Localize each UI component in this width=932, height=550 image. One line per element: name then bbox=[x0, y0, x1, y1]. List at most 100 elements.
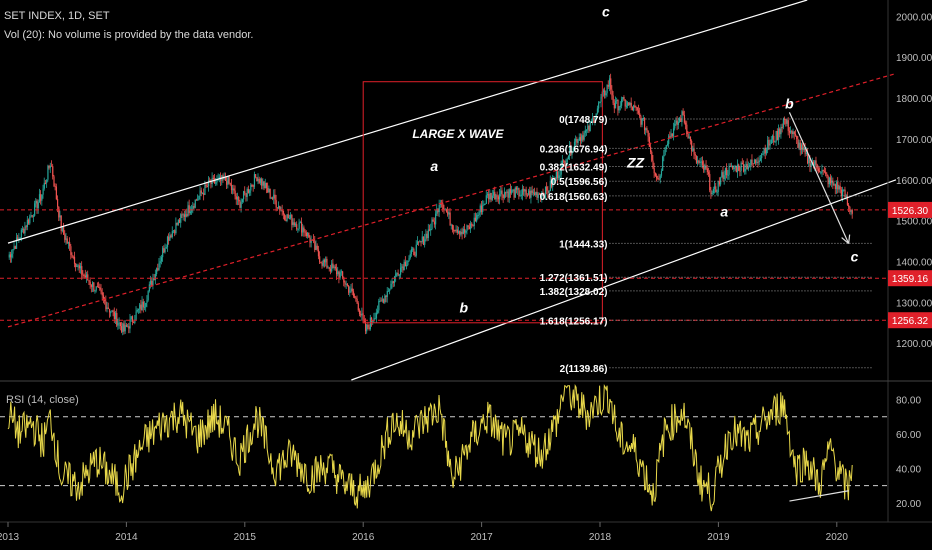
candle-body bbox=[710, 190, 712, 195]
candle-body bbox=[145, 302, 147, 307]
candle-body bbox=[13, 246, 15, 250]
candle-body bbox=[480, 205, 483, 212]
candle-body bbox=[337, 271, 339, 275]
candle-body bbox=[198, 196, 200, 200]
candle-body bbox=[195, 199, 198, 201]
candle-body bbox=[753, 159, 756, 164]
candle-body bbox=[734, 165, 736, 168]
candle-body bbox=[834, 184, 836, 190]
candle-body bbox=[546, 186, 548, 191]
candle-body bbox=[123, 323, 125, 332]
candle-body bbox=[842, 189, 844, 197]
candle-body bbox=[839, 186, 841, 190]
candle-body bbox=[499, 193, 501, 200]
candle-body bbox=[214, 178, 216, 184]
candle-body bbox=[594, 118, 596, 123]
candle-body bbox=[843, 189, 845, 191]
candle-body bbox=[215, 182, 217, 184]
candle-body bbox=[565, 163, 567, 166]
candle-body bbox=[518, 188, 520, 197]
candle-body bbox=[66, 238, 68, 244]
candle-body bbox=[714, 186, 716, 189]
candle-body bbox=[588, 125, 590, 132]
candle-body bbox=[776, 130, 779, 140]
candle-body bbox=[139, 304, 141, 309]
candle-body bbox=[540, 194, 542, 198]
candle-body bbox=[618, 106, 620, 111]
volume-legend[interactable]: Vol (20): No volume is provided by the d… bbox=[4, 29, 254, 41]
candle-body bbox=[409, 253, 411, 259]
candle-body bbox=[48, 165, 50, 168]
candle-body bbox=[61, 226, 64, 231]
candle-body bbox=[467, 225, 469, 227]
candle-body bbox=[741, 162, 743, 165]
candle-body bbox=[717, 181, 719, 192]
candle-body bbox=[296, 224, 298, 230]
candle-body bbox=[180, 214, 182, 223]
candle-body bbox=[583, 132, 585, 140]
candle-body bbox=[482, 205, 484, 212]
candle-body bbox=[186, 214, 188, 216]
y-tick-label: 1300.00 bbox=[896, 298, 932, 309]
candle-body bbox=[291, 214, 293, 225]
candle-body bbox=[426, 233, 428, 239]
candle-body bbox=[552, 179, 554, 187]
candle-body bbox=[245, 193, 247, 197]
candle-body bbox=[119, 322, 122, 327]
candle-body bbox=[73, 256, 76, 264]
candle-body bbox=[722, 172, 724, 180]
candle-body bbox=[526, 194, 529, 196]
candle-body bbox=[634, 105, 636, 107]
candle-body bbox=[604, 90, 606, 96]
candle-body bbox=[617, 100, 619, 111]
candle-body bbox=[63, 226, 65, 235]
candle-body bbox=[181, 214, 183, 216]
candle-body bbox=[267, 188, 269, 193]
fib-level-label: 0.236(1676.94) bbox=[540, 144, 608, 155]
fib-level-label: 0.618(1560.63) bbox=[540, 192, 608, 203]
candle-body bbox=[111, 310, 113, 313]
candle-body bbox=[780, 127, 782, 135]
candle-body bbox=[547, 190, 549, 193]
candle-body bbox=[788, 130, 791, 133]
candle-body bbox=[554, 178, 556, 180]
candle-body bbox=[244, 191, 246, 194]
candle-body bbox=[160, 257, 163, 262]
candle-body bbox=[819, 171, 821, 173]
candle-body bbox=[675, 120, 677, 124]
candle-body bbox=[767, 140, 769, 150]
candle-body bbox=[693, 148, 695, 155]
candle-body bbox=[643, 118, 646, 131]
candle-body bbox=[96, 286, 99, 288]
candle-body bbox=[328, 267, 330, 269]
candle-body bbox=[835, 181, 838, 190]
candle-body bbox=[246, 188, 248, 197]
candle-body bbox=[75, 263, 77, 268]
candle-body bbox=[595, 113, 597, 119]
candle-body bbox=[187, 205, 189, 216]
candle-body bbox=[460, 231, 462, 235]
symbol-legend[interactable]: SET INDEX, 1D, SET bbox=[4, 10, 110, 22]
candle-body bbox=[773, 135, 775, 143]
candle-body bbox=[261, 179, 263, 186]
candle-body bbox=[846, 196, 849, 205]
candle-body bbox=[229, 183, 231, 185]
candle-body bbox=[607, 85, 609, 87]
candle-body bbox=[765, 149, 768, 154]
candle-body bbox=[851, 210, 853, 214]
candle-body bbox=[76, 265, 78, 268]
candle-body bbox=[449, 212, 451, 225]
candle-body bbox=[612, 95, 614, 104]
candle-body bbox=[12, 249, 14, 254]
y-tick-label: 1700.00 bbox=[896, 135, 932, 146]
candle-body bbox=[163, 248, 165, 253]
rsi-legend[interactable]: RSI (14, close) bbox=[6, 394, 79, 406]
candle-body bbox=[271, 197, 274, 199]
candle-body bbox=[238, 196, 240, 202]
candle-body bbox=[269, 188, 271, 198]
candle-body bbox=[249, 190, 251, 193]
candle-body bbox=[54, 186, 56, 188]
candle-body bbox=[49, 165, 51, 168]
candle-body bbox=[23, 228, 25, 234]
